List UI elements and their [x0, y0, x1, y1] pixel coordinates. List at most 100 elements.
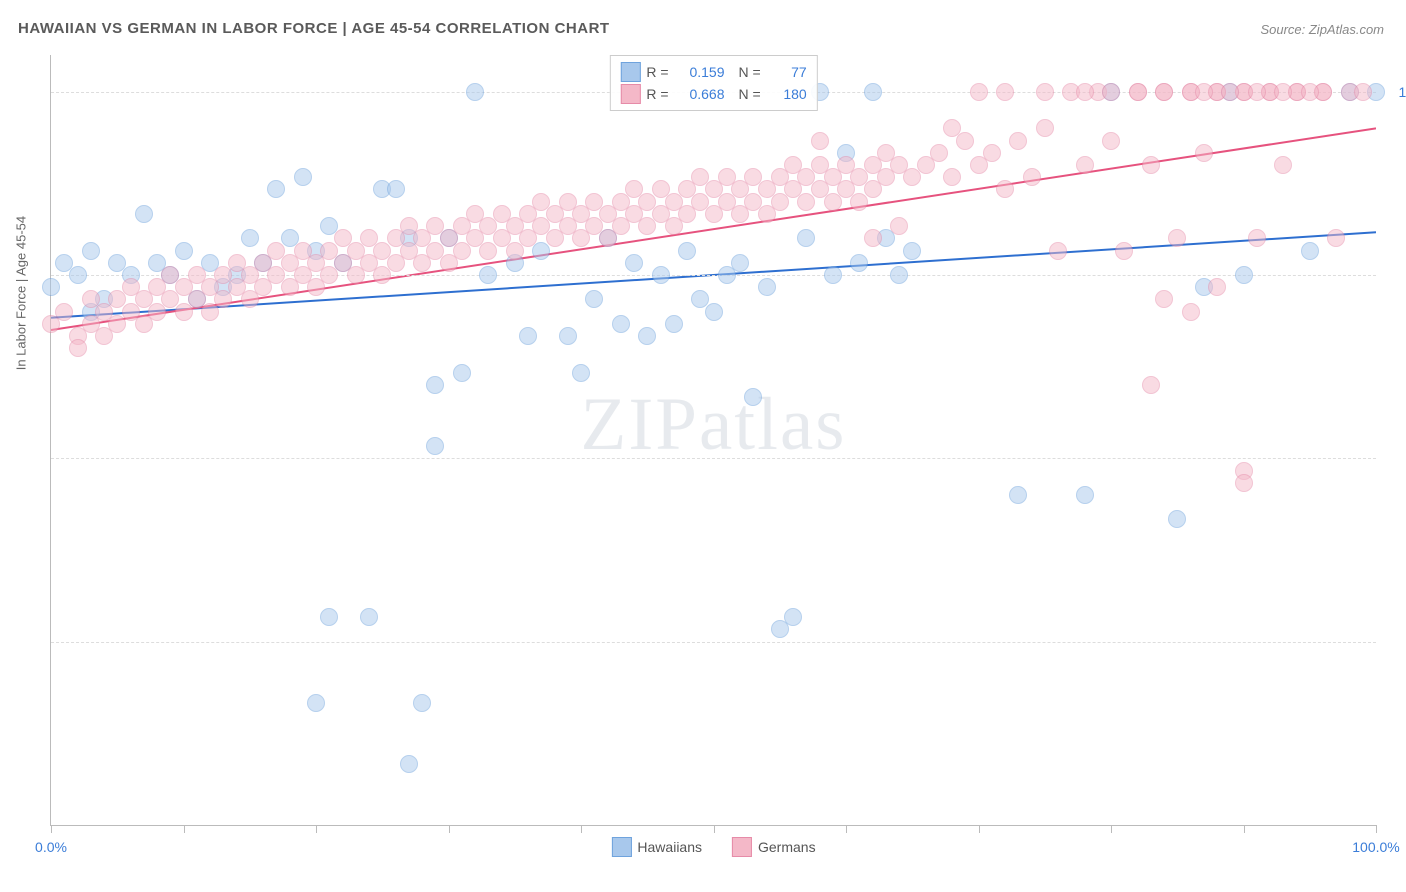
data-point	[890, 217, 908, 235]
y-tick-label: 55.0%	[1386, 634, 1406, 650]
data-point	[1221, 83, 1239, 101]
data-point	[42, 278, 60, 296]
data-point	[453, 364, 471, 382]
data-point	[307, 694, 325, 712]
data-point	[1009, 132, 1027, 150]
data-point	[519, 327, 537, 345]
data-point	[1115, 242, 1133, 260]
trend-lines-svg	[51, 55, 1376, 825]
r-value-hawaiians: 0.159	[675, 64, 725, 80]
y-axis-label: In Labor Force | Age 45-54	[14, 216, 29, 370]
data-point	[864, 229, 882, 247]
data-point	[1248, 229, 1266, 247]
data-point	[638, 327, 656, 345]
x-tick-label: 100.0%	[1352, 839, 1399, 855]
data-point	[55, 303, 73, 321]
data-point	[1248, 83, 1266, 101]
legend-swatch-germans-bottom	[732, 837, 752, 857]
data-point	[956, 132, 974, 150]
data-point	[797, 229, 815, 247]
data-point	[744, 388, 762, 406]
legend-swatch-hawaiians	[620, 62, 640, 82]
data-point	[665, 315, 683, 333]
data-point	[1142, 156, 1160, 174]
n-label: N =	[739, 86, 761, 102]
data-point	[572, 364, 590, 382]
data-point	[1235, 266, 1253, 284]
chart-container: HAWAIIAN VS GERMAN IN LABOR FORCE | AGE …	[0, 0, 1406, 892]
data-point	[1274, 156, 1292, 174]
data-point	[1301, 242, 1319, 260]
data-point	[1168, 510, 1186, 528]
data-point	[426, 376, 444, 394]
data-point	[1142, 376, 1160, 394]
data-point	[1301, 83, 1319, 101]
data-point	[930, 144, 948, 162]
data-point	[1327, 229, 1345, 247]
data-point	[731, 254, 749, 272]
x-tick	[714, 825, 715, 833]
data-point	[413, 694, 431, 712]
data-point	[996, 180, 1014, 198]
legend-label-hawaiians: Hawaiians	[637, 839, 702, 855]
data-point	[758, 278, 776, 296]
plot-area: In Labor Force | Age 45-54 ZIPatlas R = …	[50, 55, 1376, 826]
data-point	[705, 303, 723, 321]
data-point	[678, 242, 696, 260]
x-tick	[1376, 825, 1377, 833]
data-point	[1195, 144, 1213, 162]
data-point	[1102, 132, 1120, 150]
correlation-legend: R = 0.159 N = 77 R = 0.668 N = 180	[609, 55, 817, 111]
data-point	[387, 180, 405, 198]
n-label: N =	[739, 64, 761, 80]
data-point	[466, 83, 484, 101]
x-tick	[316, 825, 317, 833]
data-point	[82, 242, 100, 260]
legend-row-germans: R = 0.668 N = 180	[620, 84, 806, 104]
data-point	[1049, 242, 1067, 260]
source-label: Source: ZipAtlas.com	[1260, 22, 1384, 37]
data-point	[400, 755, 418, 773]
y-tick-label: 85.0%	[1386, 267, 1406, 283]
data-point	[1168, 229, 1186, 247]
data-point	[824, 266, 842, 284]
data-point	[294, 168, 312, 186]
data-point	[241, 229, 259, 247]
data-point	[320, 608, 338, 626]
grid-line	[51, 642, 1376, 643]
legend-swatch-germans	[620, 84, 640, 104]
data-point	[135, 205, 153, 223]
legend-label-germans: Germans	[758, 839, 816, 855]
data-point	[360, 608, 378, 626]
data-point	[890, 266, 908, 284]
data-point	[1102, 83, 1120, 101]
legend-item-germans: Germans	[732, 837, 816, 857]
r-label: R =	[646, 86, 668, 102]
data-point	[426, 437, 444, 455]
data-point	[175, 242, 193, 260]
x-tick	[449, 825, 450, 833]
r-label: R =	[646, 64, 668, 80]
data-point	[1076, 486, 1094, 504]
r-value-germans: 0.668	[675, 86, 725, 102]
n-value-hawaiians: 77	[767, 64, 807, 80]
x-tick	[1111, 825, 1112, 833]
chart-title: HAWAIIAN VS GERMAN IN LABOR FORCE | AGE …	[18, 20, 610, 37]
data-point	[559, 327, 577, 345]
data-point	[1009, 486, 1027, 504]
data-point	[1235, 474, 1253, 492]
data-point	[69, 266, 87, 284]
data-point	[1274, 83, 1292, 101]
data-point	[1208, 278, 1226, 296]
data-point	[1076, 83, 1094, 101]
data-point	[850, 254, 868, 272]
data-point	[625, 254, 643, 272]
data-point	[585, 290, 603, 308]
grid-line	[51, 458, 1376, 459]
x-tick	[846, 825, 847, 833]
data-point	[983, 144, 1001, 162]
data-point	[1129, 83, 1147, 101]
watermark: ZIPatlas	[581, 382, 847, 468]
data-point	[1036, 83, 1054, 101]
data-point	[943, 168, 961, 186]
